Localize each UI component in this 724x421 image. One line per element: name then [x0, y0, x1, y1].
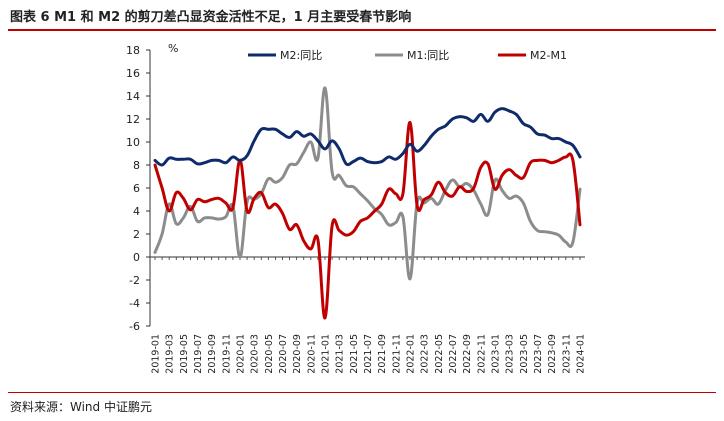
footer-divider	[8, 392, 716, 393]
x-tick-label: 2024-01	[576, 334, 587, 374]
m2-minus-m1-line	[153, 120, 582, 320]
legend-label: M1:同比	[407, 49, 449, 62]
source-note: 资料来源：Wind 中证鹏元	[10, 400, 152, 414]
m2-yoy-line	[153, 107, 582, 167]
y-tick-label: -4	[129, 297, 140, 310]
chart-title: 图表 6 M1 和 M2 的剪刀差凸显资金活性不足，1 月主要受春节影响	[10, 10, 412, 25]
x-tick-label: 2020-07	[278, 334, 289, 374]
x-tick-label: 2020-09	[292, 334, 303, 374]
legend-m2-minus-m1: M2-M1	[498, 49, 567, 62]
legend-label: M2-M1	[530, 49, 567, 62]
x-tick-label: 2021-11	[391, 334, 402, 374]
x-tick-label: 2020-03	[250, 334, 261, 374]
title-divider	[8, 29, 716, 31]
chart-legend: M2:同比 M1:同比 M2-M1	[248, 49, 567, 62]
x-tick-label: 2019-01	[151, 334, 162, 374]
legend-m2-yoy: M2:同比	[248, 49, 322, 62]
y-tick-label: 4	[133, 205, 140, 218]
legend-label: M2:同比	[280, 49, 322, 62]
y-tick-label: 8	[133, 159, 140, 172]
y-tick-label: 0	[133, 251, 140, 264]
x-tick-label: 2021-03	[335, 334, 346, 374]
x-tick-label: 2019-09	[207, 334, 218, 374]
x-tick-label: 2023-03	[505, 334, 516, 374]
x-tick-label: 2019-11	[221, 334, 232, 374]
x-tick-label: 2019-05	[179, 334, 190, 374]
y-axis-unit: %	[168, 42, 178, 55]
legend-m1-yoy: M1:同比	[375, 49, 449, 62]
y-tick-label: 14	[126, 90, 140, 103]
y-tick-label: -2	[129, 274, 140, 287]
x-tick-label: 2021-09	[377, 334, 388, 374]
x-tick-label: 2021-01	[321, 334, 332, 374]
x-tick-label: 2022-07	[448, 334, 459, 374]
x-tick-label: 2023-07	[533, 334, 544, 374]
m1-yoy-line	[153, 86, 582, 281]
y-tick-label: 10	[126, 136, 140, 149]
x-tick-label: 2019-03	[165, 334, 176, 374]
x-tick-label: 2020-05	[264, 334, 275, 374]
x-tick-label: 2022-05	[434, 334, 445, 374]
x-tick-label: 2022-09	[462, 334, 473, 374]
x-tick-label: 2020-01	[236, 334, 247, 374]
x-tick-label: 2022-03	[420, 334, 431, 374]
y-tick-label: 6	[133, 182, 140, 195]
x-tick-label: 2023-05	[519, 334, 530, 374]
y-tick-label: 18	[126, 44, 140, 57]
y-tick-label: 12	[126, 113, 140, 126]
y-tick-label: 16	[126, 67, 140, 80]
x-tick-label: 2023-01	[491, 334, 502, 374]
x-tick-label: 2021-05	[349, 334, 360, 374]
x-tick-label: 2023-11	[561, 334, 572, 374]
x-tick-label: 2023-09	[547, 334, 558, 374]
x-tick-label: 2021-07	[363, 334, 374, 374]
x-tick-label: 2022-01	[406, 334, 417, 374]
y-tick-label: 2	[133, 228, 140, 241]
x-tick-label: 2020-11	[306, 334, 317, 374]
y-tick-label: -6	[129, 320, 140, 333]
chart-series	[153, 86, 582, 320]
x-tick-label: 2019-07	[193, 334, 204, 374]
x-tick-label: 2022-11	[476, 334, 487, 374]
